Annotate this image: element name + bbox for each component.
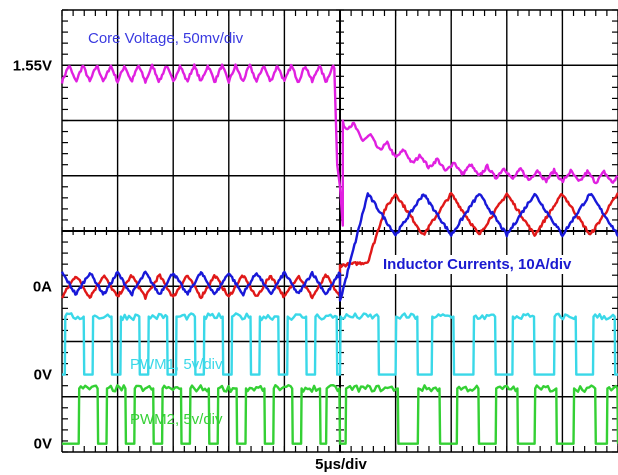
y-tick-label: 0A bbox=[33, 278, 52, 295]
trace-core-voltage bbox=[60, 63, 618, 227]
trace-annotation: Core Voltage, 50mv/div bbox=[88, 30, 244, 47]
x-axis-label: 5μs/div bbox=[315, 456, 367, 473]
trace-inductor-current-2 bbox=[60, 192, 618, 302]
y-tick-label: 0V bbox=[34, 367, 52, 384]
y-tick-label: 1.55V bbox=[13, 57, 52, 74]
trace-annotation: PWM1, 5v/div bbox=[130, 356, 223, 373]
y-axis-labels: 1.55V 0A 0V 0V bbox=[13, 57, 52, 452]
y-tick-label: 0V bbox=[34, 436, 52, 453]
traces bbox=[60, 63, 618, 445]
trace-annotation: Inductor Currents, 10A/div bbox=[383, 256, 572, 273]
annotation-background bbox=[380, 255, 576, 274]
annotations: Core Voltage, 50mv/div Inductor Currents,… bbox=[88, 30, 576, 428]
trace-annotation: PWM2, 5v/div bbox=[130, 411, 223, 428]
trace-pwm1 bbox=[62, 312, 618, 376]
trace-pwm2 bbox=[62, 384, 618, 445]
